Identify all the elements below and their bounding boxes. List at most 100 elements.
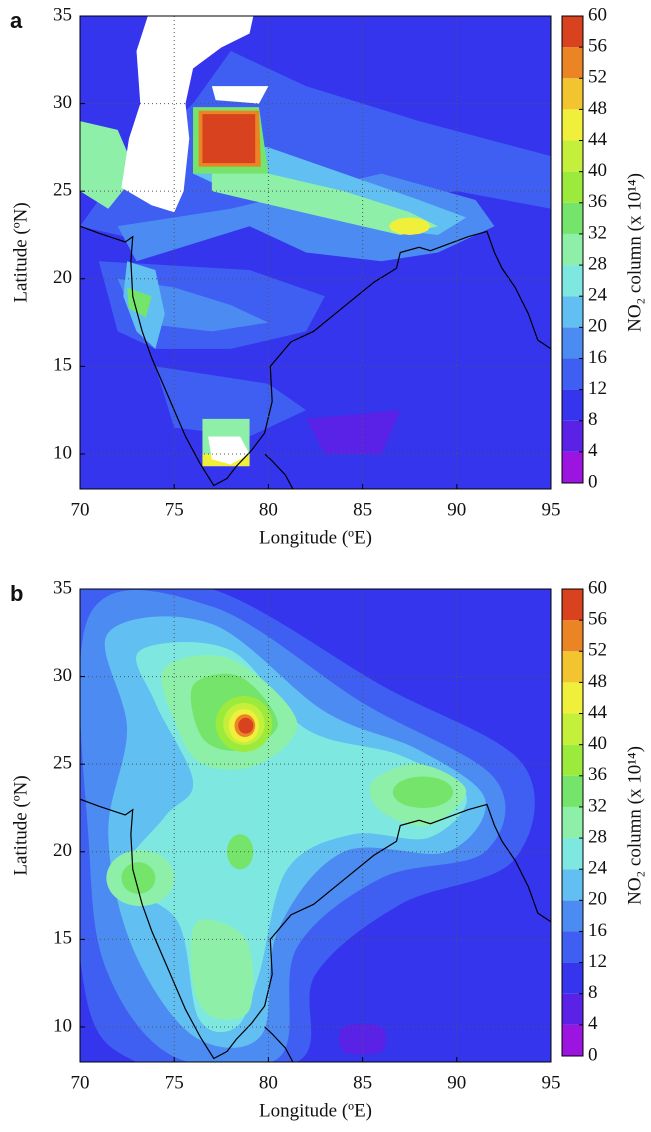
colorbar-tick-label: 32	[588, 795, 607, 816]
y-tick-label: 25	[53, 180, 72, 201]
colorbar-tick-label: 4	[588, 440, 598, 461]
colorbar-tick-label: 28	[588, 253, 607, 274]
colorbar-segment	[562, 109, 583, 141]
colorbar-tick-label: 44	[588, 702, 608, 723]
colorbar-tick-label: 0	[588, 1044, 598, 1065]
y-axis-label: Latitude (ºN)	[10, 202, 31, 302]
colorbar-segment	[562, 682, 583, 714]
colorbar-segment	[562, 296, 583, 328]
contour-region	[202, 114, 256, 164]
colorbar-tick-label: 60	[588, 4, 607, 25]
contour-region	[211, 86, 269, 104]
x-tick-label: 95	[542, 499, 561, 520]
colorbar-tick-label: 52	[588, 67, 607, 88]
colorbar-tick-label: 20	[588, 316, 607, 337]
colorbar-segment	[562, 962, 583, 994]
colorbar-segment	[562, 389, 583, 421]
y-tick-label: 30	[53, 665, 72, 686]
colorbar-segment	[562, 140, 583, 172]
colorbar-segment	[562, 744, 583, 776]
colorbar-tick-label: 44	[588, 129, 608, 150]
colorbar-segment	[562, 78, 583, 110]
colorbar-tick-label: 40	[588, 160, 607, 181]
contour-region	[392, 776, 454, 808]
colorbar-tick-label: 4	[588, 1013, 598, 1034]
y-tick-label: 25	[53, 753, 72, 774]
plot-frame	[79, 15, 552, 490]
map	[80, 589, 551, 1062]
colorbar-segment	[562, 993, 583, 1025]
colorbar-segment	[562, 16, 583, 48]
colorbar-tick-label: 36	[588, 764, 607, 785]
coastline	[80, 225, 551, 487]
colorbar-segment	[562, 900, 583, 932]
contour-region	[211, 164, 438, 235]
x-axis-label: Longitude (ºE)	[259, 527, 372, 548]
y-tick-label: 35	[53, 577, 72, 598]
x-tick-label: 70	[71, 1072, 90, 1093]
y-tick-label: 20	[53, 840, 72, 861]
x-tick-label: 90	[447, 1072, 466, 1093]
colorbar-segment	[562, 651, 583, 683]
x-tick-label: 85	[353, 1072, 372, 1093]
y-tick-label: 20	[53, 267, 72, 288]
colorbar-tick-label: 56	[588, 35, 607, 56]
colorbar-tick-label: 12	[588, 951, 607, 972]
contour-region	[121, 16, 254, 213]
contour-region	[190, 919, 254, 1020]
colorbar-segment	[562, 589, 583, 621]
colorbar-segment	[562, 775, 583, 807]
colorbar-segment	[562, 202, 583, 234]
colorbar-tick-label: 24	[588, 285, 608, 306]
colorbar-tick-label: 48	[588, 671, 607, 692]
contour-region	[388, 217, 431, 235]
colorbar-tick-label: 16	[588, 347, 607, 368]
colorbar-tick-label: 56	[588, 608, 607, 629]
coastline	[264, 1026, 294, 1062]
colorbar-tick-label: 0	[588, 471, 598, 492]
colorbar-segment	[562, 1024, 583, 1056]
colorbar-segment	[562, 420, 583, 452]
colorbar-segment	[562, 931, 583, 963]
colorbar-tick-label: 32	[588, 222, 607, 243]
colorbar-label: NO₂ column (x 10¹⁴)	[624, 173, 645, 332]
colorbar-tick-label: 36	[588, 191, 607, 212]
map	[80, 16, 551, 489]
colorbar-segment	[562, 713, 583, 745]
x-tick-label: 80	[259, 499, 278, 520]
colorbar-segment	[562, 620, 583, 652]
colorbar-segment	[562, 869, 583, 901]
y-axis-label: Latitude (ºN)	[10, 775, 31, 875]
contour-region	[238, 717, 254, 734]
y-tick-label: 35	[53, 4, 72, 25]
x-tick-label: 85	[353, 499, 372, 520]
coastline	[80, 798, 551, 1060]
y-tick-label: 10	[53, 442, 72, 463]
colorbar-frame	[561, 588, 584, 1057]
plot-frame	[79, 588, 552, 1063]
y-tick-label: 15	[53, 928, 72, 949]
colorbar-tick-label: 8	[588, 982, 598, 1003]
colorbar-segment	[562, 358, 583, 390]
colorbar-tick-label: 16	[588, 920, 607, 941]
x-tick-label: 70	[71, 499, 90, 520]
colorbar-tick-label: 12	[588, 378, 607, 399]
x-tick-label: 80	[259, 1072, 278, 1093]
colorbar-tick-label: 24	[588, 858, 608, 879]
coastline	[264, 453, 294, 489]
x-tick-label: 95	[542, 1072, 561, 1093]
colorbar-tick-label: 8	[588, 409, 598, 430]
contour-region	[208, 436, 250, 465]
x-tick-label: 75	[165, 499, 184, 520]
y-tick-label: 30	[53, 92, 72, 113]
colorbar-segment	[562, 233, 583, 266]
colorbar-tick-label: 52	[588, 640, 607, 661]
y-tick-label: 15	[53, 355, 72, 376]
y-tick-label: 10	[53, 1015, 72, 1036]
colorbar-segment	[562, 838, 583, 870]
x-axis-label: Longitude (ºE)	[259, 1100, 372, 1121]
contour-region	[121, 862, 156, 894]
colorbar-segment	[562, 47, 583, 79]
